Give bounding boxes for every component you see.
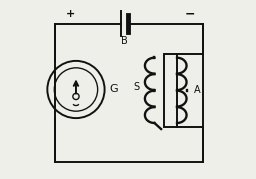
Text: −: − [185, 8, 196, 21]
Text: +: + [66, 9, 75, 19]
Text: A: A [194, 85, 200, 95]
Bar [164, 54, 177, 127]
Text: B: B [121, 36, 128, 46]
Text: S: S [134, 82, 140, 92]
Text: G: G [110, 84, 119, 95]
